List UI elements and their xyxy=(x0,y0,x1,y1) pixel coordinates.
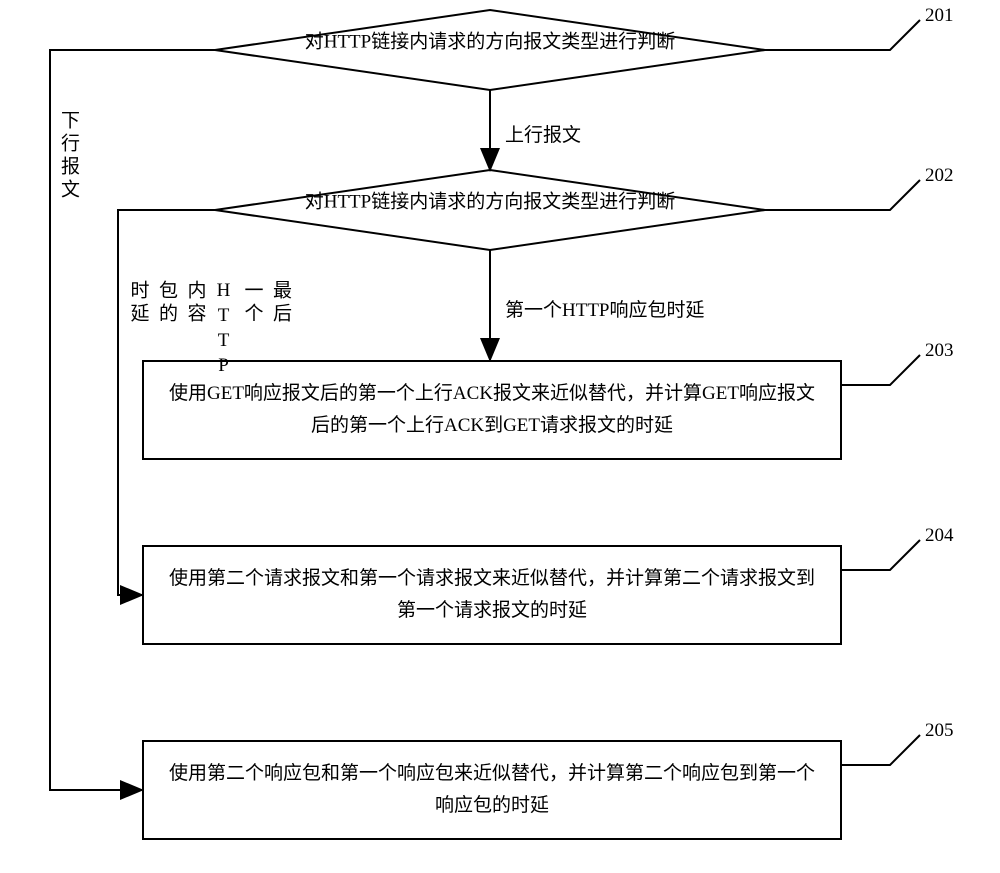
diamond-202-label: 对HTTP链接内请求的方向报文类型进行判断 xyxy=(215,187,765,214)
diamond-201-label: 对HTTP链接内请求的方向报文类型进行判断 xyxy=(215,27,765,54)
box-205: 使用第二个响应包和第一个响应包来近似替代，并计算第二个响应包到第一个响应包的时延 xyxy=(142,740,842,840)
edge-label-201-202: 上行报文 xyxy=(505,120,581,147)
edge-label-201-205: 下行报文 xyxy=(55,110,82,202)
box-203-text: 使用GET响应报文后的第一个上行ACK报文来近似替代，并计算GET响应报文后的第… xyxy=(164,378,820,443)
box-204: 使用第二个请求报文和第一个请求报文来近似替代，并计算第二个请求报文到第一个请求报… xyxy=(142,545,842,645)
ref-203: 203 xyxy=(925,340,954,362)
edge-label-202-203: 第一个HTTP响应包时延 xyxy=(505,295,705,322)
ref-201: 201 xyxy=(925,5,954,27)
ref-202: 202 xyxy=(925,165,954,187)
box-205-text: 使用第二个响应包和第一个响应包来近似替代，并计算第二个响应包到第一个响应包的时延 xyxy=(164,758,820,823)
edge-label-202-204: 最后一个HTTP内容包的时延 xyxy=(123,280,294,380)
box-204-text: 使用第二个请求报文和第一个请求报文来近似替代，并计算第二个请求报文到第一个请求报… xyxy=(164,563,820,628)
ref-204: 204 xyxy=(925,525,954,547)
ref-205: 205 xyxy=(925,720,954,742)
